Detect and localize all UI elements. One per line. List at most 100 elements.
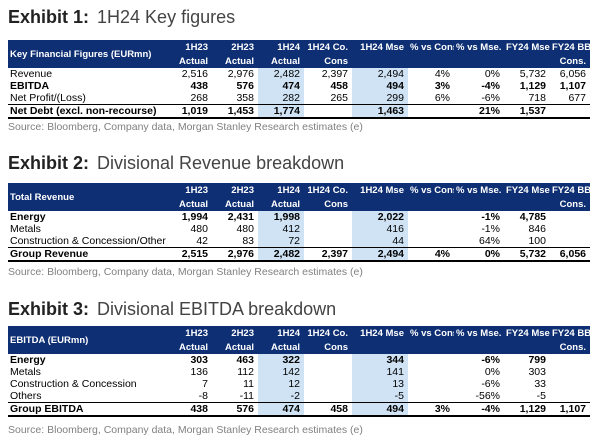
table-cell: 576 <box>212 402 258 417</box>
column-header: 2H23 <box>212 183 258 197</box>
exhibit-2-title: Exhibit 2: Divisional Revenue breakdown <box>8 152 344 174</box>
table-cell: 0% <box>484 68 500 80</box>
column-header: % vs Cons. <box>408 40 454 54</box>
column-header <box>408 197 454 211</box>
table-header-row: Actual Actual Actual Cons Cons. <box>8 54 590 68</box>
row-label: Net Profit/(Loss) <box>10 92 86 104</box>
table-row: Metals 136 112 142 141 0% 303 <box>8 366 590 378</box>
table-cell: 0% <box>454 247 504 262</box>
exhibit-1-label: Exhibit 1: <box>8 7 90 27</box>
table-cell <box>304 354 352 366</box>
table-cell: 2,482 <box>258 68 304 80</box>
table-cell: 2,516 <box>181 68 208 80</box>
column-header: 1H24 Mse <box>352 326 408 340</box>
column-header: % vs Mse. <box>454 40 504 54</box>
column-header: 2H23 <box>212 326 258 340</box>
table-cell: 1,019 <box>166 104 212 119</box>
table-cell <box>408 223 454 235</box>
exhibit-2-subtitle: Divisional Revenue breakdown <box>97 153 345 173</box>
table-cell: 1,129 <box>519 80 546 92</box>
column-header <box>352 54 408 68</box>
table-cell <box>550 235 590 248</box>
table-cell: 412 <box>258 223 304 235</box>
table-cell <box>550 354 590 366</box>
table-cell: 2,022 <box>352 211 408 223</box>
table-cell: -8 <box>198 390 208 402</box>
table-cell: 1,774 <box>258 104 304 119</box>
table-cell: 33 <box>534 378 546 390</box>
table-cell: 5,732 <box>519 68 546 80</box>
table-cell: 458 <box>330 80 348 92</box>
table-cell <box>550 378 590 390</box>
table-cell: -6% <box>481 92 500 104</box>
column-header: 2H23 <box>212 40 258 54</box>
table-cell: 6% <box>434 92 450 104</box>
table-cell: 1,998 <box>258 211 304 223</box>
table-cell: -4% <box>454 402 504 417</box>
table-cell: 44 <box>352 235 408 248</box>
table-cell: -11 <box>239 390 254 402</box>
table-cell: 2,431 <box>227 211 254 223</box>
table-cell: 7 <box>202 378 208 390</box>
table-cell: 83 <box>242 235 254 247</box>
table-cell <box>304 366 352 378</box>
table-cell: -5 <box>536 390 546 402</box>
ebitda-breakdown-table: EBITDA (EURmn) 1H23 2H23 1H24 1H24 Co. 1H24 M… <box>8 326 590 417</box>
column-header: % vs Mse. <box>454 183 504 197</box>
column-header: Cons <box>304 340 352 354</box>
header-title: EBITDA (EURmn) <box>8 326 166 354</box>
table-cell: -6% <box>481 354 500 366</box>
column-header: % vs Cons. <box>408 183 454 197</box>
table-cell: 480 <box>236 223 254 235</box>
table-cell: 3% <box>408 402 454 417</box>
row-label: Energy <box>10 211 46 223</box>
table-cell: 265 <box>330 92 348 104</box>
table-cell: 474 <box>258 80 304 92</box>
table-header-row: EBITDA (EURmn) 1H23 2H23 1H24 1H24 Co. 1H24 M… <box>8 326 590 354</box>
column-header <box>504 340 550 354</box>
column-header: 1H23 <box>166 40 212 54</box>
table-cell: 141 <box>352 366 408 378</box>
table-cell: 2,976 <box>212 247 258 262</box>
column-header: Cons. <box>550 54 590 68</box>
table-cell: -2 <box>258 390 304 403</box>
table-header-row: Key Financial Figures (EURmn) 1H23 2H23 1H2… <box>8 40 590 68</box>
table-cell: 344 <box>352 354 408 366</box>
table-cell <box>408 354 454 366</box>
table-cell <box>304 211 352 223</box>
table-cell <box>408 390 454 403</box>
table-cell: 268 <box>190 92 208 104</box>
table-cell <box>304 223 352 235</box>
table-cell <box>550 104 590 119</box>
column-header: % vs Mse. <box>454 326 504 340</box>
table-cell: -1% <box>481 223 500 235</box>
table-cell <box>550 366 590 378</box>
table-cell: 322 <box>258 354 304 366</box>
exhibit-2-source: Source: Bloomberg, Company data, Morgan … <box>8 266 363 278</box>
column-header: 1H24 <box>258 183 304 197</box>
table-row: Construction & Concession 7 11 12 13 -6% 33 <box>8 378 590 390</box>
column-header: Actual <box>166 54 212 68</box>
table-cell: -1% <box>481 211 500 223</box>
exhibit-1-subtitle: 1H24 Key figures <box>97 7 236 27</box>
table-cell: 1,107 <box>550 402 590 417</box>
table-cell: -6% <box>481 378 500 390</box>
table-cell <box>304 104 352 119</box>
table-row: Net Profit/(Loss) 268 358 282 265 299 6% -6% 718… <box>8 92 590 105</box>
column-header <box>352 197 408 211</box>
column-header: Actual <box>258 197 304 211</box>
table-cell <box>408 366 454 378</box>
table-cell: 299 <box>352 92 408 105</box>
table-cell: 846 <box>528 223 546 235</box>
column-header: Actual <box>166 340 212 354</box>
row-label: Metals <box>10 366 41 378</box>
exhibit-1-source: Source: Bloomberg, Company data, Morgan … <box>8 121 363 133</box>
table-cell: 3% <box>434 80 450 92</box>
table-row: Group EBITDA 438 576 474 458 494 3% -4% 1,129 1,1… <box>8 402 590 417</box>
table-cell: 677 <box>568 92 586 104</box>
column-header: 1H24 Co. <box>304 326 352 340</box>
table-cell: 2,494 <box>352 68 408 80</box>
table-cell: 136 <box>190 366 208 378</box>
column-header: FY24 Mse <box>504 40 550 54</box>
column-header: Cons <box>304 197 352 211</box>
